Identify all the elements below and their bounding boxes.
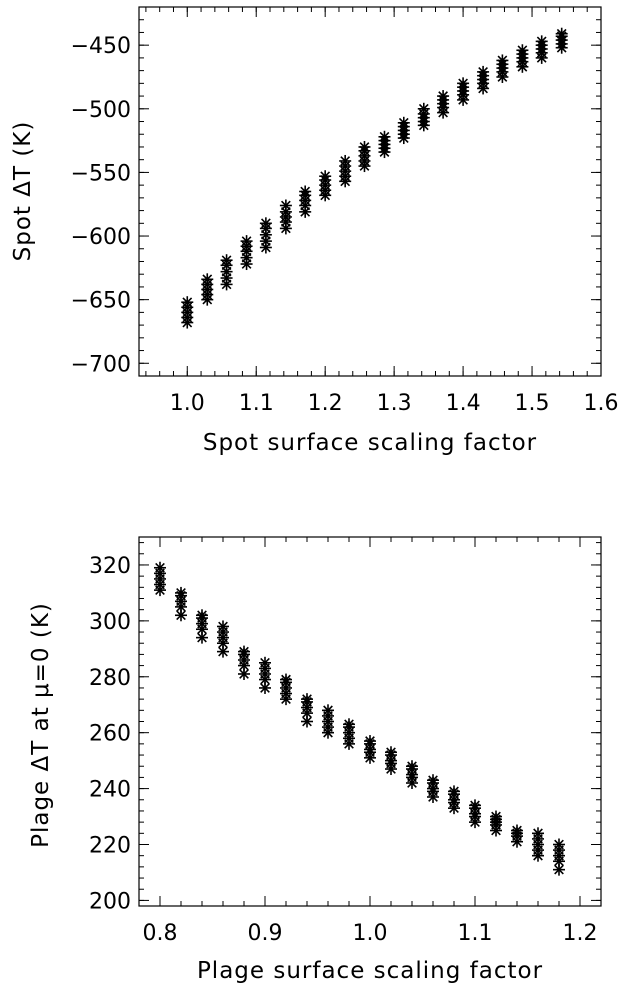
spot-y-axis-label: Spot ΔT (K) (10, 121, 36, 262)
plage-x-ticks: 0.8 0.9 1.0 1.1 1.2 (138, 537, 602, 946)
plage-scatter-points (154, 561, 565, 876)
plage-y-axis-label: Plage ΔT at μ=0 (K) (28, 602, 54, 848)
plage-data-point (301, 715, 313, 728)
spot-x-tick-label: 1.0 (170, 391, 205, 416)
spot-data-point (358, 140, 371, 153)
spot-y-ticks: −700 −650 −600 −550 −500 −450 (71, 6, 601, 377)
spot-data-point (201, 273, 214, 286)
plage-data-point (343, 718, 355, 731)
plage-data-point (427, 774, 439, 787)
spot-data-point (516, 44, 529, 57)
plage-data-point (511, 824, 523, 837)
plage-x-axis-label: Plage surface scaling factor (197, 958, 543, 984)
plage-x-tick-label: 1.1 (458, 921, 493, 946)
plage-y-tick-label: 280 (89, 666, 131, 691)
spot-x-tick-label: 1.4 (446, 391, 481, 416)
plage-panel: 0.8 0.9 1.0 1.1 1.2 200 220 240 260 280 300 320 Pl… (28, 536, 602, 984)
spot-data-point (378, 130, 391, 143)
plage-x-tick-label: 1.0 (353, 921, 388, 946)
spot-data-point (181, 296, 194, 309)
plage-y-tick-label: 200 (89, 889, 131, 914)
plage-data-point (553, 863, 565, 876)
spot-data-point (397, 116, 410, 129)
plage-data-point (406, 760, 418, 773)
plage-y-tick-label: 300 (89, 610, 131, 635)
plage-data-point (280, 673, 292, 686)
plage-plot-frame (138, 536, 602, 907)
spot-y-tick-label: −650 (71, 289, 131, 314)
spot-panel: 1.0 1.1 1.2 1.3 1.4 1.5 1.6 −700 −650 −600 −550 −5… (10, 6, 619, 456)
spot-data-point (240, 235, 253, 248)
plage-y-ticks: 200 220 240 260 280 300 320 (89, 542, 601, 914)
plage-x-tick-label: 1.2 (563, 921, 598, 946)
spot-x-tick-label: 1.1 (239, 391, 274, 416)
spot-x-tick-label: 1.3 (377, 391, 412, 416)
spot-y-tick-label: −550 (71, 161, 131, 186)
spot-data-point (457, 77, 470, 90)
plage-data-point (532, 827, 544, 840)
spot-data-point (555, 27, 568, 40)
plage-data-point (448, 785, 460, 798)
spot-x-axis-label: Spot surface scaling factor (203, 430, 537, 456)
plage-data-point (217, 620, 229, 633)
plage-y-tick-label: 320 (89, 554, 131, 579)
plage-data-point (301, 693, 313, 706)
plage-data-point (385, 746, 397, 759)
plage-data-point (490, 810, 502, 823)
spot-data-point (319, 170, 332, 183)
plage-data-point (175, 586, 187, 599)
spot-x-tick-label: 1.5 (515, 391, 550, 416)
plage-data-point (238, 645, 250, 658)
spot-data-point (477, 65, 490, 78)
plage-data-point (259, 656, 271, 669)
plage-data-point (322, 704, 334, 717)
plage-x-tick-label: 0.8 (143, 921, 178, 946)
plage-data-point (175, 609, 187, 622)
spot-data-point (259, 217, 272, 230)
spot-x-tick-label: 1.6 (584, 391, 619, 416)
spot-data-point (339, 154, 352, 167)
plage-data-point (259, 681, 271, 694)
plage-y-tick-label: 260 (89, 722, 131, 747)
spot-y-tick-label: −700 (71, 352, 131, 377)
spot-data-point (437, 90, 450, 103)
spot-y-tick-label: −500 (71, 98, 131, 123)
spot-x-tick-label: 1.2 (308, 391, 343, 416)
spot-plot-frame (138, 6, 602, 377)
spot-data-point (299, 185, 312, 198)
plage-x-tick-label: 0.9 (248, 921, 283, 946)
spot-x-ticks: 1.0 1.1 1.2 1.3 1.4 1.5 1.6 (145, 7, 619, 416)
plage-data-point (364, 735, 376, 748)
spot-y-tick-label: −450 (71, 34, 131, 59)
spot-data-point (535, 35, 548, 48)
spot-scatter-points (181, 27, 568, 329)
plage-data-point (196, 609, 208, 622)
plage-y-tick-label: 220 (89, 834, 131, 859)
plage-data-point (469, 799, 481, 812)
spot-data-point (220, 254, 233, 267)
spot-data-point (417, 102, 430, 115)
plage-data-point (553, 838, 565, 851)
spot-data-point (279, 199, 292, 212)
plage-data-point (154, 561, 166, 574)
spot-data-point (496, 54, 509, 67)
plage-y-tick-label: 240 (89, 778, 131, 803)
spot-y-tick-label: −600 (71, 225, 131, 250)
